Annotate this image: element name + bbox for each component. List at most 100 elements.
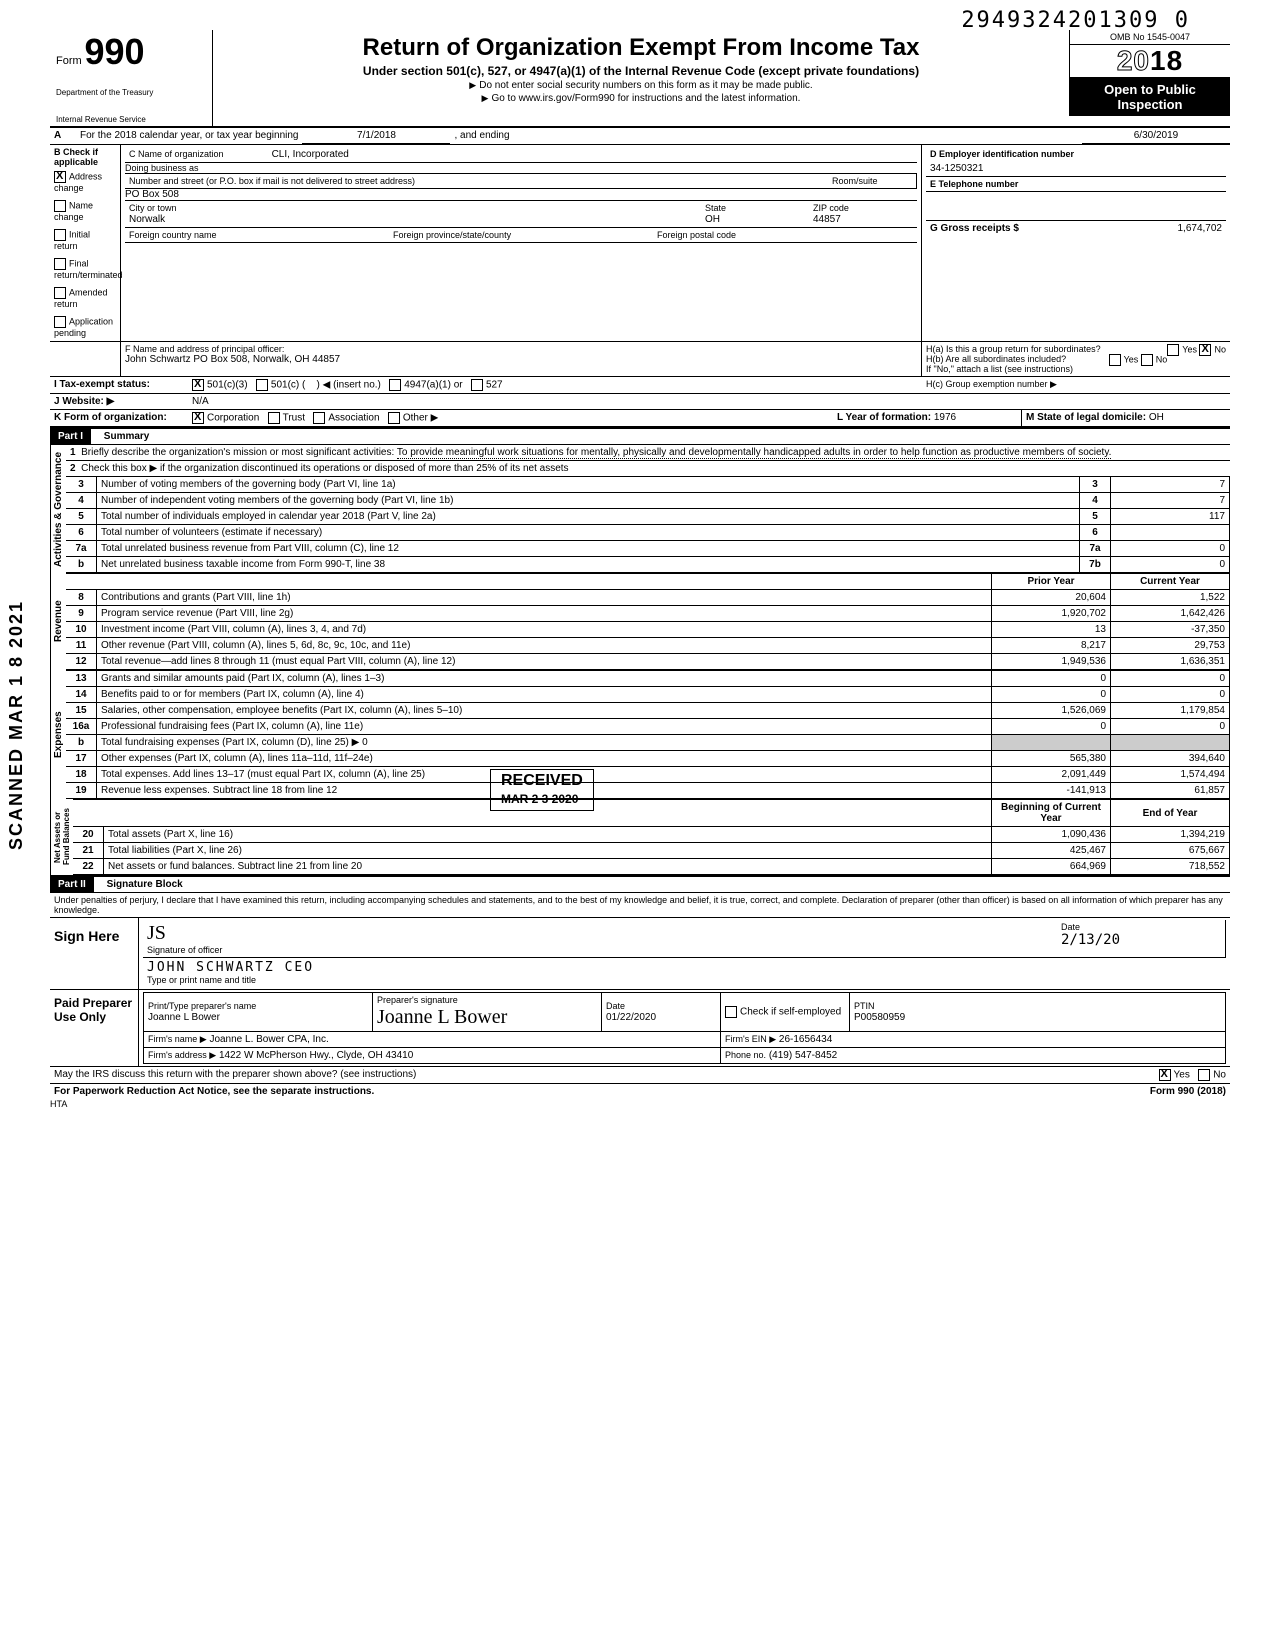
preparer-name: Joanne L Bower (148, 1012, 220, 1023)
cb-4947[interactable] (389, 379, 401, 391)
zip: 44857 (813, 214, 841, 225)
h-block: H(a) Is this a group return for subordin… (922, 342, 1230, 376)
cb-trust[interactable] (268, 412, 280, 424)
cb-discuss-no[interactable] (1198, 1069, 1210, 1081)
ssn-warning: Do not enter social security numbers on … (221, 80, 1061, 91)
vlabel-governance: Activities & Governance (50, 445, 66, 573)
officer-signature: JS (147, 922, 1053, 945)
revenue-row: 8Contributions and grants (Part VIII, li… (66, 590, 1230, 606)
e-label: E Telephone number (926, 177, 1226, 192)
part-ii-label: Part II (50, 877, 94, 892)
col-b: B Check if applicable Address change Nam… (50, 145, 121, 341)
paid-preparer-block: Paid Preparer Use Only Print/Type prepar… (50, 990, 1230, 1067)
title-box: Return of Organization Exempt From Incom… (213, 30, 1069, 106)
cb-501c[interactable] (256, 379, 268, 391)
revenue-row: 9Program service revenue (Part VIII, lin… (66, 606, 1230, 622)
gov-row: 6Total number of volunteers (estimate if… (66, 525, 1230, 541)
discuss-text: May the IRS discuss this return with the… (50, 1067, 1082, 1083)
ein: 34-1250321 (926, 161, 1226, 177)
expenses-block: Expenses 13Grants and similar amounts pa… (50, 670, 1230, 799)
paid-preparer-label: Paid Preparer Use Only (50, 990, 139, 1066)
form-title: Return of Organization Exempt From Incom… (221, 34, 1061, 62)
c-name-label: C Name of organization (125, 147, 228, 162)
netassets-block: Net Assets orFund Balances Beginning of … (50, 799, 1230, 875)
mission: To provide meaningful work situations fo… (397, 447, 1111, 459)
cb-discuss-yes[interactable] (1159, 1069, 1171, 1081)
part-i-title: Summary (104, 431, 150, 442)
d-label: D Employer identification number (926, 147, 1226, 161)
expense-row: bTotal fundraising expenses (Part IX, co… (66, 735, 1230, 751)
cb-ha-no[interactable] (1199, 344, 1211, 356)
col-c: C Name of organization CLI, Incorporated… (121, 145, 922, 341)
firm-phone: (419) 547-8452 (769, 1050, 837, 1061)
preparer-signature: Joanne L Bower (377, 1006, 507, 1028)
goto-url: Go to www.irs.gov/Form990 for instructio… (221, 93, 1061, 104)
line-j: J Website: ▶ N/A (50, 394, 1230, 410)
expense-row: 19Revenue less expenses. Subtract line 1… (66, 783, 1230, 799)
cb-amended[interactable] (54, 287, 66, 299)
entity-block: B Check if applicable Address change Nam… (50, 145, 1230, 342)
org-name: CLI, Incorporated (268, 147, 353, 162)
cb-ha-yes[interactable] (1167, 344, 1179, 356)
irs-label: Internal Revenue Service (56, 115, 206, 124)
cb-pending[interactable] (54, 316, 66, 328)
room-label: Room/suite (828, 174, 917, 188)
revenue-row: 10Investment income (Part VIII, column (… (66, 622, 1230, 638)
cb-527[interactable] (471, 379, 483, 391)
cb-other[interactable] (388, 412, 400, 424)
cb-self-employed[interactable] (725, 1006, 737, 1018)
firm-name: Joanne L. Bower CPA, Inc. (209, 1034, 328, 1045)
form-label: Form (56, 55, 82, 67)
sign-here-block: Sign Here JS Signature of officer Date 2… (50, 918, 1230, 990)
year-formation: 1976 (934, 412, 956, 423)
open-public: Open to PublicInspection (1070, 78, 1230, 116)
officer-typed: JOHN SCHWARTZ CEO (147, 960, 314, 975)
part-ii-title: Signature Block (107, 879, 183, 890)
cb-hb-no[interactable] (1141, 354, 1153, 366)
cb-assoc[interactable] (313, 412, 325, 424)
boy-hdr: Beginning of Current Year (992, 800, 1111, 827)
expense-row: 16aProfessional fundraising fees (Part I… (66, 719, 1230, 735)
cb-final[interactable] (54, 258, 66, 270)
tax-year: 20201818 (1070, 45, 1230, 78)
officer: John Schwartz PO Box 508, Norwalk, OH 44… (125, 354, 917, 365)
cb-initial[interactable] (54, 229, 66, 241)
f-h-block: F Name and address of principal officer:… (50, 342, 1230, 377)
sig-date: 2/13/20 (1061, 932, 1221, 948)
form-header: Form 990 Department of the Treasury Inte… (50, 30, 1230, 128)
eoy-hdr: End of Year (1111, 800, 1230, 827)
vlabel-expenses: Expenses (50, 670, 66, 799)
state-domicile: OH (1149, 412, 1164, 423)
right-header-box: OMB No 1545-0047 20201818 Open to Public… (1069, 30, 1230, 116)
label-a: A (50, 128, 76, 144)
netassets-table: Beginning of Current Year End of Year 20… (73, 799, 1230, 875)
dba-label: Doing business as (125, 163, 917, 174)
line-a: A For the 2018 calendar year, or tax yea… (50, 128, 1230, 145)
line-2: 2 Check this box ▶ if the organization d… (66, 460, 1230, 476)
netassets-row: 21Total liabilities (Part X, line 26)425… (73, 843, 1230, 859)
sign-here-label: Sign Here (50, 918, 139, 989)
city: Norwalk (129, 214, 165, 225)
period-end: 6/30/2019 (1082, 128, 1230, 144)
form-subtitle: Under section 501(c), 527, or 4947(a)(1)… (221, 64, 1061, 78)
line-a-text: For the 2018 calendar year, or tax year … (76, 128, 302, 144)
revenue-table: Prior Year Current Year 8Contributions a… (66, 573, 1230, 670)
scanned-stamp: SCANNED MAR 1 8 2021 (6, 600, 27, 850)
prior-year-hdr: Prior Year (992, 574, 1111, 590)
current-year-hdr: Current Year (1111, 574, 1230, 590)
form-foot: Form 990 (2018) (1146, 1084, 1230, 1099)
cb-hb-yes[interactable] (1109, 354, 1121, 366)
firm-addr: 1422 W McPherson Hwy., Clyde, OH 43410 (219, 1050, 413, 1061)
part-ii-header: Part II Signature Block (50, 875, 1230, 893)
cb-address-change[interactable] (54, 171, 66, 183)
k-label: K Form of organization: (50, 410, 188, 426)
cb-name-change[interactable] (54, 200, 66, 212)
website: N/A (188, 394, 213, 409)
discuss-row: May the IRS discuss this return with the… (50, 1067, 1230, 1084)
col-deg: D Employer identification number 34-1250… (922, 145, 1230, 341)
gov-row: 3Number of voting members of the governi… (66, 477, 1230, 493)
cb-corp[interactable] (192, 412, 204, 424)
cb-501c3[interactable] (192, 379, 204, 391)
received-stamp: RECEIVED MAR 2 3 2020 (490, 769, 594, 811)
form-990-page: SCANNED MAR 1 8 2021 2949324201309 0 For… (50, 30, 1230, 1109)
